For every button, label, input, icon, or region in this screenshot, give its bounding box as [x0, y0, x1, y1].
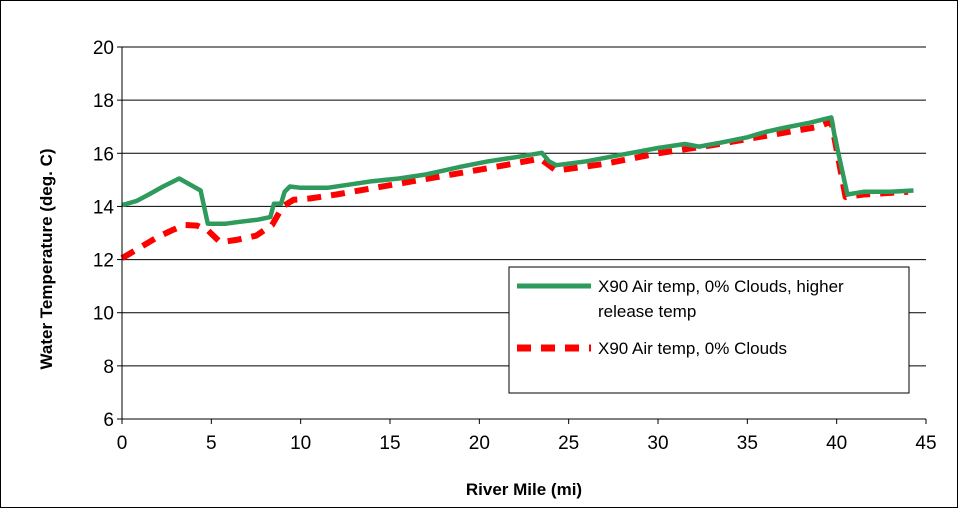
x-tick-label: 25 — [558, 433, 579, 454]
x-tick-label: 35 — [737, 433, 758, 454]
gridlines — [122, 46, 926, 367]
x-tick-label: 10 — [290, 433, 311, 454]
y-tick-label: 8 — [103, 357, 114, 378]
y-axis-title: Water Temperature (deg. C) — [37, 148, 56, 369]
y-tick-label: 12 — [93, 251, 114, 272]
x-tick-label: 0 — [117, 433, 128, 454]
x-tick-label: 15 — [379, 433, 400, 454]
legend: X90 Air temp, 0% Clouds, higher release … — [508, 266, 910, 394]
y-tick-label: 10 — [93, 304, 114, 325]
legend-label-0-line1: X90 Air temp, 0% Clouds, higher — [598, 277, 844, 296]
y-tick-labels: 6 8 10 12 14 16 18 20 — [93, 38, 115, 431]
series-lines — [120, 115, 914, 261]
x-tick-label: 5 — [206, 433, 217, 454]
y-tick-label: 18 — [93, 91, 114, 112]
x-tick-label: 30 — [647, 433, 668, 454]
x-tick-labels: 0 5 10 15 20 25 30 35 40 45 — [117, 433, 937, 454]
y-tick-label: 16 — [93, 144, 114, 165]
x-tick-label: 40 — [826, 433, 847, 454]
series-line-green-solid — [121, 115, 914, 226]
y-tick-label: 14 — [93, 197, 115, 218]
legend-label-0-line2: release temp — [598, 302, 696, 321]
x-tick-label: 20 — [469, 433, 490, 454]
axes — [117, 46, 927, 424]
x-axis-title: River Mile (mi) — [466, 480, 582, 499]
y-tick-label: 6 — [103, 410, 114, 431]
legend-label-1: X90 Air temp, 0% Clouds — [598, 339, 787, 358]
x-tick-label: 45 — [915, 433, 936, 454]
y-tick-label: 20 — [93, 38, 114, 59]
series-line-red-dashed — [120, 118, 909, 261]
